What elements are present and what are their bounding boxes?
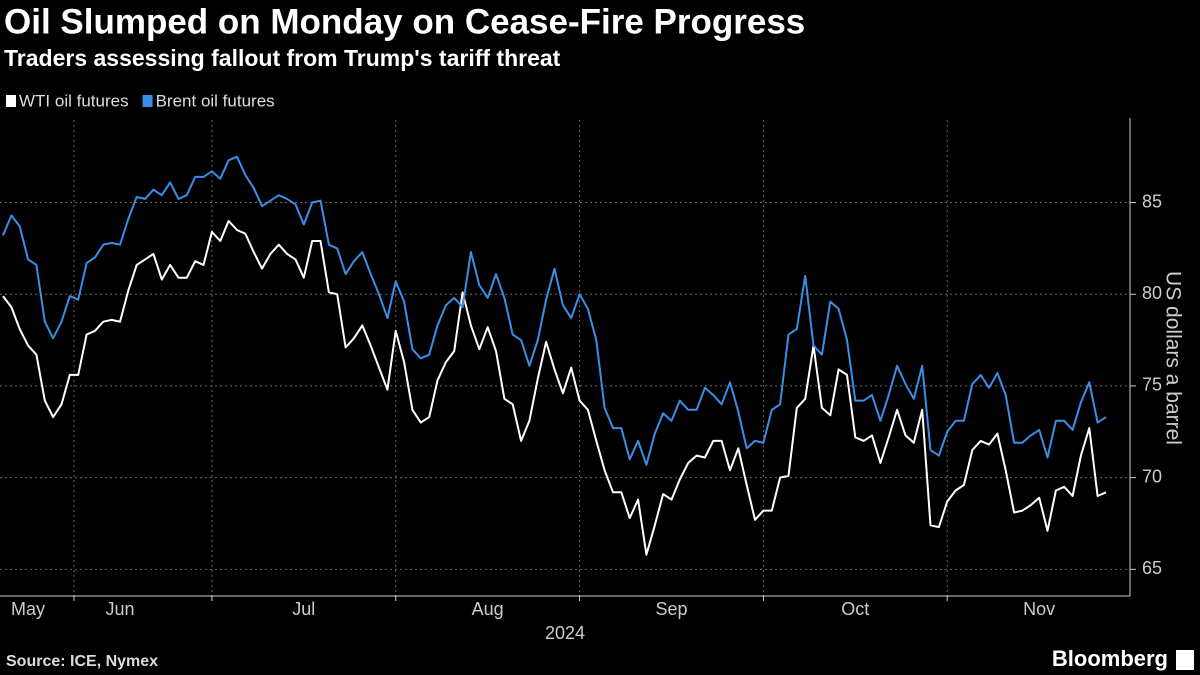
legend-swatch: [142, 95, 153, 107]
brand-icon: [1176, 650, 1194, 670]
y-tick-label: 75: [1142, 375, 1162, 395]
data-line: [2, 155, 1107, 466]
x-tick-label: Aug: [472, 599, 504, 619]
legend-label: WTI oil futures: [19, 91, 129, 110]
x-tick-label: Sep: [655, 599, 687, 619]
y-tick-label: 85: [1142, 191, 1162, 211]
legend-label: Brent oil futures: [156, 91, 275, 110]
y-tick-label: 80: [1142, 283, 1162, 303]
x-tick-label: Jun: [105, 599, 134, 619]
y-tick-label: 70: [1142, 466, 1162, 486]
brand: Bloomberg: [1052, 646, 1168, 671]
y-axis-label: US dollars a barrel: [1161, 271, 1184, 445]
y-tick-label: 65: [1142, 558, 1162, 578]
source: Source: ICE, Nymex: [6, 653, 158, 670]
x-tick-label: Nov: [1023, 599, 1055, 619]
data-line: [2, 219, 1107, 556]
chart-subtitle: Traders assessing fallout from Trump's t…: [4, 45, 561, 71]
legend-swatch: [6, 95, 16, 107]
x-tick-label: Jul: [292, 599, 315, 619]
x-tick-label: Oct: [841, 599, 869, 619]
chart-title: Oil Slumped on Monday on Cease-Fire Prog…: [4, 2, 805, 41]
x-tick-label: May: [11, 599, 45, 619]
x-axis-label: 2024: [545, 623, 585, 643]
